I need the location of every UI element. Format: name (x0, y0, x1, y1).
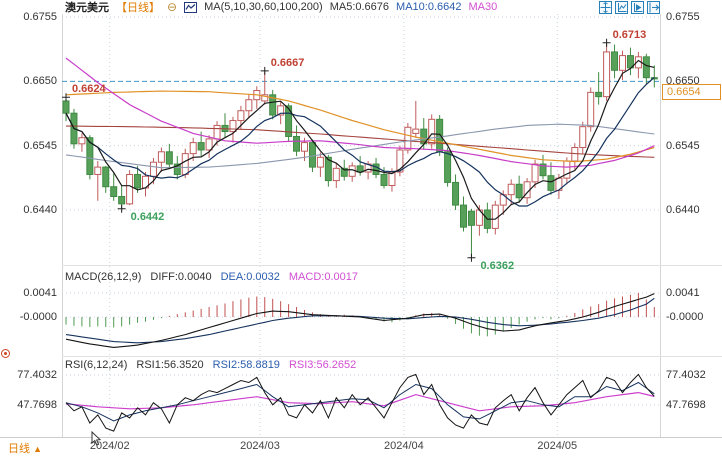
macd-dea-value: DEA:0.0032 (220, 270, 280, 283)
y-axis-label: 77.4032 (666, 369, 706, 381)
axis-measure-icon[interactable] (615, 1, 628, 14)
y-axis-label: 0.6545 (666, 139, 700, 152)
rsi3-value: RSI3:56.2652 (288, 358, 357, 371)
rsi2-value: RSI2:58.8819 (212, 358, 280, 371)
y-axis-label: 0.6440 (666, 204, 700, 216)
chart-toolbar (599, 1, 660, 14)
macd-macd-value: MACD:0.0017 (288, 270, 358, 283)
price-annotation: 0.6362 (480, 259, 515, 272)
macd-diff-value: DIFF:0.0040 (150, 270, 212, 283)
price-annotation: 0.6713 (612, 28, 647, 41)
x-axis-label: 2024/05 (537, 440, 578, 452)
y-axis-label: 0.6545 (23, 139, 57, 152)
period-label: 日线 (8, 443, 30, 455)
y-axis-label: -0.0000 (19, 311, 57, 323)
indicator-marker-icon[interactable] (1, 349, 10, 358)
ma10-value: MA10:0.6642 (396, 1, 462, 13)
y-axis-label: -0.0000 (666, 311, 704, 323)
kline-icon (184, 1, 198, 13)
x-axis-label: 2024/03 (240, 440, 280, 452)
period-arrow-icon: ▲ (33, 444, 42, 454)
price-annotation: 0.6667 (270, 56, 305, 69)
chart-header: 澳元美元 【日线】 ⊖ MA(5,10,30,60,100,200) MA5:0… (65, 0, 497, 14)
macd-title: MACD(26,12,9) (65, 270, 142, 283)
rsi-header: RSI(6,12,24) RSI1:56.3520 RSI2:58.8819 R… (65, 358, 356, 371)
price-annotation: 0.6442 (130, 210, 165, 223)
macd-header: MACD(26,12,9) DIFF:0.0040 DEA:0.0032 MAC… (65, 270, 358, 283)
axis-play-icon[interactable] (631, 1, 644, 14)
price-annotation: 0.6624 (72, 83, 106, 96)
x-axis-label: 2024/02 (89, 440, 130, 452)
y-axis-label: 77.4032 (17, 369, 57, 381)
x-axis-label: 2024/04 (383, 440, 424, 452)
ma-settings-label: MA(5,10,30,60,100,200) (204, 1, 323, 13)
y-axis-label: 0.6755 (23, 11, 57, 23)
y-axis-label: 0.6650 (23, 75, 57, 88)
crosshair-icon[interactable] (599, 1, 612, 14)
instrument-title: 澳元美元 (65, 2, 109, 14)
collapse-icon[interactable]: ⊖ (167, 0, 178, 14)
y-axis-label: 47.7698 (666, 399, 706, 411)
period-tag: 【日线】 (116, 2, 160, 14)
y-axis-label: 0.0041 (666, 287, 700, 299)
mouse-cursor (91, 431, 102, 446)
ma5-value: MA5:0.6676 (329, 1, 390, 13)
rsi1-value: RSI1:56.3520 (136, 358, 204, 371)
pan-right-icon[interactable] (647, 1, 660, 14)
y-axis-label: 47.7698 (17, 399, 57, 411)
y-axis-label: 0.6755 (666, 11, 700, 23)
y-axis-label: 0.6440 (23, 204, 57, 216)
rsi-title: RSI(6,12,24) (65, 358, 128, 371)
ma30-value: MA30 (468, 1, 498, 13)
y-axis-label: 0.0041 (23, 287, 57, 299)
period-selector[interactable]: 日线 ▲ (8, 440, 42, 456)
last-price-badge: 0.6654 (662, 84, 721, 100)
